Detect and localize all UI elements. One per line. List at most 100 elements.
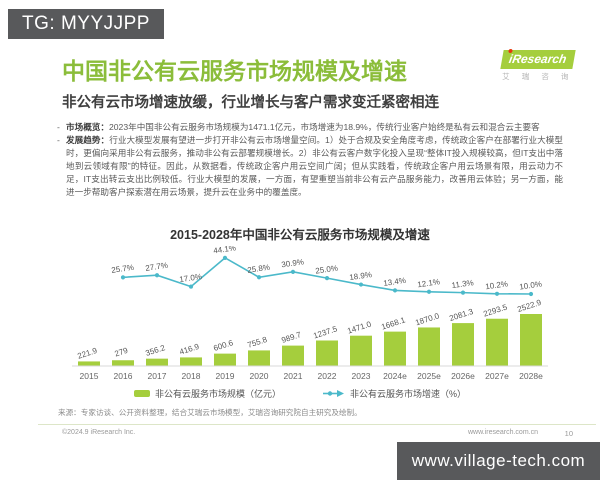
insight-label: 市场概览： (66, 122, 109, 132)
bar-2019 (214, 353, 236, 366)
growth-value-label: 11.3% (451, 278, 474, 290)
x-axis-label: 2015 (80, 371, 99, 381)
growth-point (222, 255, 228, 260)
bar-2018 (180, 357, 202, 366)
x-axis-label: 2027e (485, 371, 509, 381)
bar-2021 (282, 345, 304, 366)
bar-value-label: 600.6 (212, 338, 234, 353)
page-subtitle: 非公有云市场增速放缓，行业增长与客户需求变迁紧密相连 (62, 95, 439, 111)
bullet-dash: - (57, 135, 60, 145)
chart-title: 2015-2028年中国非公有云服务市场规模及增速 (170, 228, 430, 242)
insight-body: 2023年中国非公有云服务市场规模为1471.1亿元，市场增速为18.9%，传统… (108, 122, 540, 132)
growth-point (324, 276, 330, 281)
legend-label: 非公有云服务市场增速（%） (350, 389, 467, 399)
growth-point (460, 290, 466, 295)
telegram-watermark-banner: TG: MYYJJPP (8, 9, 164, 39)
bar-2017 (146, 358, 168, 366)
x-axis-label: 2017 (148, 371, 167, 381)
x-axis-label: 2020 (250, 371, 269, 381)
chart-canvas: 221.9 2015 279 2016 356.2 2017 416.9 2018 600.6 2… (72, 243, 548, 381)
bar-2020 (248, 350, 270, 366)
village-tech-watermark-bar: www.village-tech.com (397, 442, 600, 480)
bar-value-label: 755.8 (246, 335, 268, 350)
growth-point (188, 284, 194, 289)
x-axis-label: 2023 (352, 371, 371, 381)
iresearch-logo-box: iResearch (499, 49, 576, 69)
insight-development-trend: - 发展趋势：行业大模型发展有望进一步打开非公有云市场增量空间。1）处于合规及安… (57, 134, 563, 199)
bullet-dash: - (57, 122, 60, 132)
growth-value-label: 25.8% (247, 263, 271, 275)
page-title: 中国非公有云服务市场规模及增速 (62, 58, 407, 84)
footer-divider (38, 424, 596, 425)
insight-market-overview: - 市场概览：2023年中国非公有云服务市场规模为1471.1亿元，市场增速为1… (57, 121, 563, 134)
bar-value-label: 221.9 (76, 346, 98, 361)
growth-point (494, 291, 500, 296)
x-axis-label: 2021 (284, 371, 303, 381)
page-number: 10 (564, 429, 573, 438)
insights-block: - 市场概览：2023年中国非公有云服务市场规模为1471.1亿元，市场增速为1… (57, 121, 563, 199)
bar-value-label: 1471.0 (346, 319, 373, 335)
bar-value-label: 1668.1 (380, 315, 407, 331)
growth-value-label: 25.0% (315, 264, 339, 276)
bar-value-label: 1237.5 (312, 324, 339, 340)
chart-legend: 非公有云服务市场规模（亿元） 非公有云服务市场增速（%） (0, 387, 600, 400)
growth-point (154, 273, 160, 278)
x-axis-label: 2022 (318, 371, 337, 381)
market-size-growth-chart: 221.9 2015 279 2016 356.2 2017 416.9 2018 600.6 2… (72, 243, 548, 386)
legend-item-market-size: 非公有云服务市场规模（亿元） (133, 387, 281, 400)
growth-point (256, 275, 262, 280)
insight-text: 市场概览：2023年中国非公有云服务市场规模为1471.1亿元，市场增速为18.… (66, 121, 540, 134)
growth-value-label: 17.0% (179, 272, 203, 284)
bar-2027e (486, 318, 508, 366)
x-axis-label: 2028e (519, 371, 543, 381)
iresearch-logo-text: iResearch (507, 52, 568, 66)
growth-value-label: 18.9% (349, 270, 373, 282)
bar-2026e (452, 323, 474, 366)
village-tech-url: www.village-tech.com (411, 451, 586, 470)
x-axis-label: 2024e (383, 371, 407, 381)
bar-2024e (384, 331, 406, 366)
line-arrow-icon (323, 390, 344, 397)
bar-value-label: 279 (114, 346, 130, 359)
copyright-text: ©2024.9 iResearch Inc. (62, 429, 136, 436)
bar-2015 (78, 361, 100, 366)
growth-value-label: 10.2% (485, 279, 509, 291)
x-axis-label: 2025e (417, 371, 441, 381)
bar-value-label: 416.9 (178, 342, 200, 357)
x-axis-label: 2026e (451, 371, 475, 381)
bar-2025e (418, 327, 440, 366)
x-axis-label: 2019 (216, 371, 235, 381)
growth-value-label: 30.9% (281, 257, 305, 269)
iresearch-logo: iResearch 艾 瑞 咨 询 (499, 49, 576, 82)
bar-value-label: 2522.9 (516, 298, 543, 314)
iresearch-url: www.iresearch.com.cn (467, 429, 538, 436)
growth-point (528, 291, 534, 297)
x-axis-label: 2018 (182, 371, 201, 381)
bar-value-label: 356.2 (144, 343, 166, 358)
growth-value-label: 10.0% (519, 279, 543, 291)
bar-swatch-icon (133, 390, 150, 397)
insight-text: 发展趋势：行业大模型发展有望进一步打开非公有云市场增量空间。1）处于合规及安全角… (66, 134, 563, 199)
growth-point (426, 289, 432, 294)
bar-2023 (350, 335, 372, 366)
growth-value-label: 25.7% (111, 263, 135, 275)
growth-point (120, 275, 126, 280)
bar-2022 (316, 340, 338, 366)
telegram-watermark-text: TG: MYYJJPP (22, 13, 150, 34)
growth-value-label: 27.7% (145, 261, 169, 273)
growth-point (290, 269, 296, 274)
growth-value-label: 12.1% (417, 277, 441, 289)
legend-item-growth-rate: 非公有云服务市场增速（%） (323, 387, 466, 400)
growth-point (358, 282, 364, 287)
insight-body: 行业大模型发展有望进一步打开非公有云市场增量空间。1）处于合规及安全角度考虑，传… (66, 135, 563, 197)
bar-2028e (520, 314, 542, 366)
bar-value-label: 989.7 (280, 330, 302, 345)
x-axis-label: 2016 (114, 371, 133, 381)
source-note: 来源：专家访谈、公开资料整理，结合艾瑞云市场模型，艾瑞咨询研究院自主研究及绘制。 (58, 408, 362, 417)
iresearch-logo-chinese: 艾 瑞 咨 询 (502, 72, 574, 81)
growth-point (392, 288, 398, 293)
bar-value-label: 2081.3 (448, 307, 475, 323)
bar-value-label: 1870.0 (414, 311, 441, 327)
growth-value-label: 44.1% (213, 246, 237, 255)
legend-label: 非公有云服务市场规模（亿元） (154, 389, 281, 399)
